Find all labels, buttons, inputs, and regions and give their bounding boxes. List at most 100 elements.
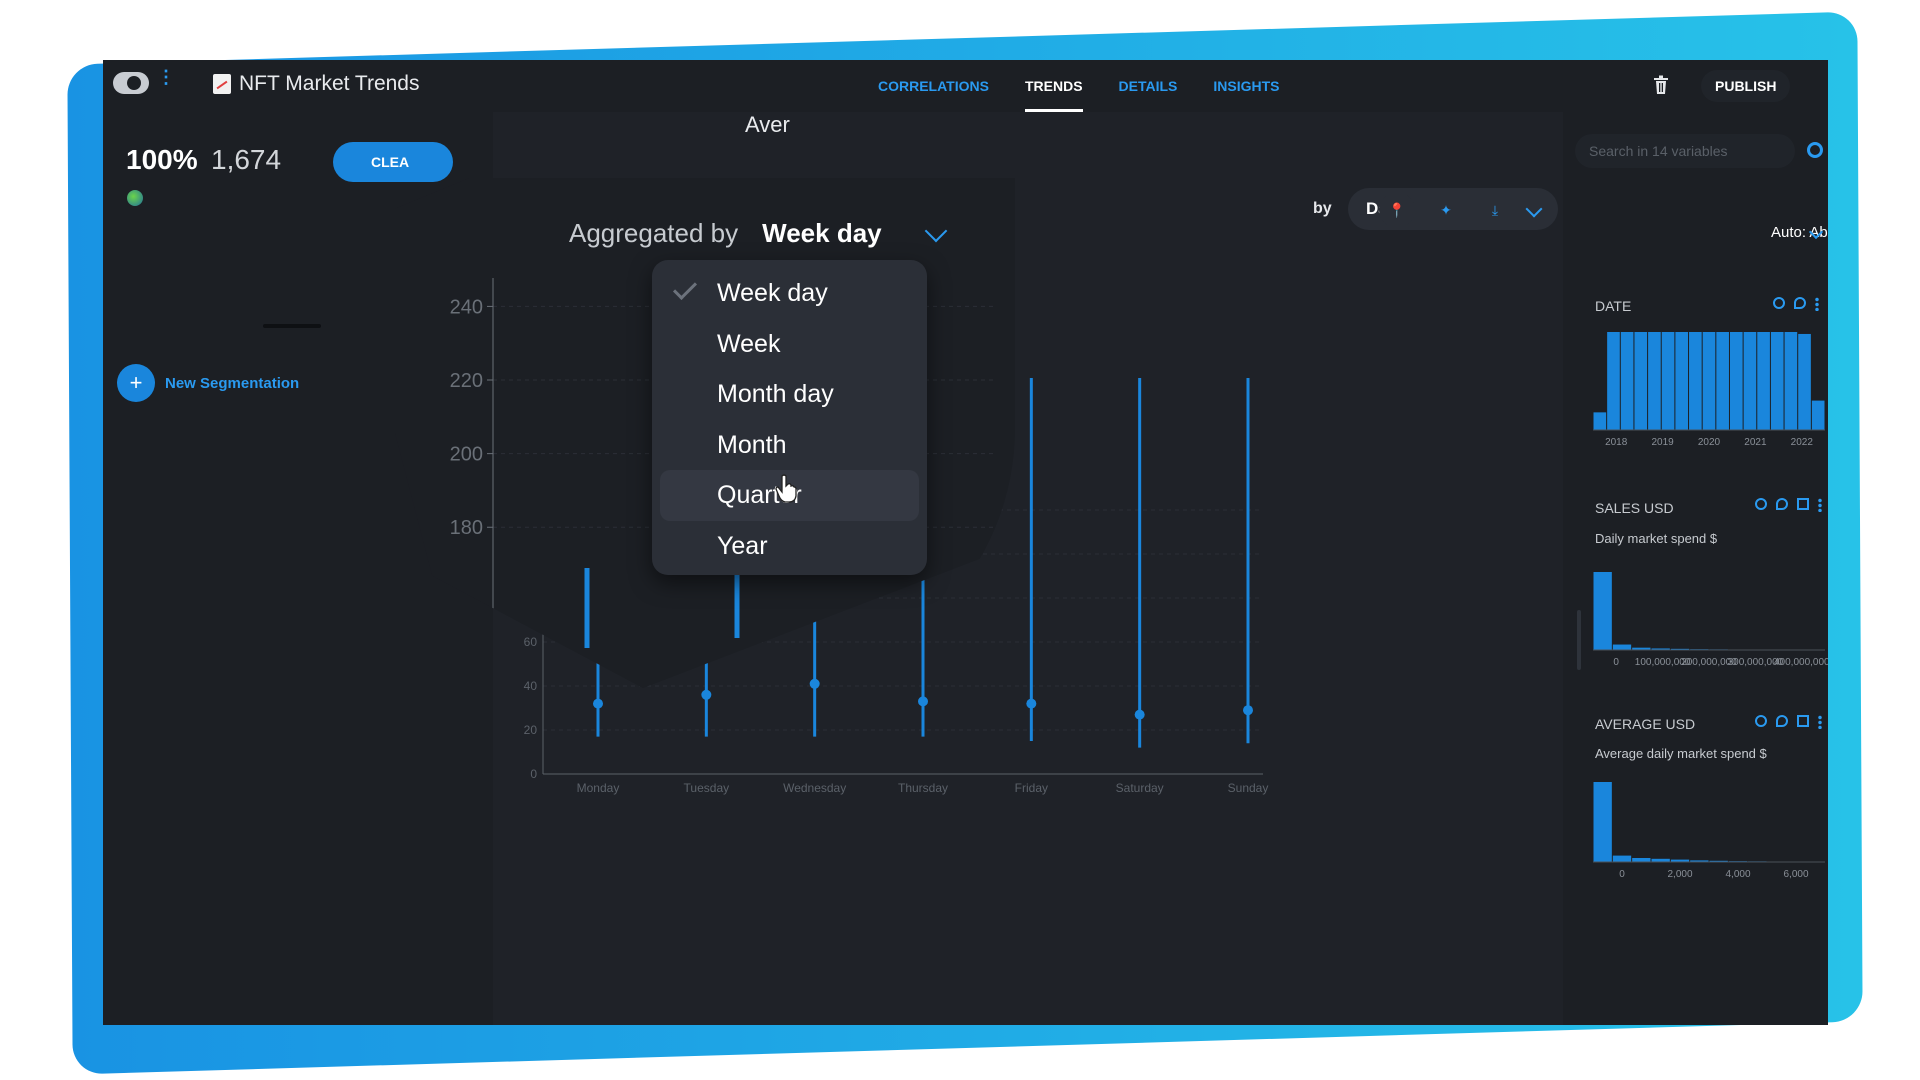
segment-color-dot <box>127 190 143 206</box>
histogram-bar <box>1675 332 1689 430</box>
tab-details[interactable]: DETAILS <box>1118 78 1178 94</box>
pin-icon[interactable]: 📍 <box>1379 192 1415 228</box>
histogram-bar <box>1798 333 1811 430</box>
x-tick-label: Monday <box>577 781 620 795</box>
publish-button[interactable]: PUBLISH <box>1701 70 1791 102</box>
filter-icon[interactable] <box>1773 297 1785 309</box>
new-segmentation-button[interactable]: + New Segmentation <box>117 364 299 402</box>
aggregation-dropdown: Week day Week Month day Month Quarter Ye… <box>652 260 927 575</box>
histogram-tick-label: 300,000,000 <box>1728 657 1784 668</box>
more-menu-icon[interactable] <box>1818 715 1822 729</box>
aggregation-selector[interactable]: Aggregated by Week day <box>569 218 947 249</box>
gear-icon[interactable] <box>1807 142 1823 158</box>
filter-icon[interactable] <box>1755 498 1767 510</box>
mean-point <box>809 678 820 689</box>
tab-correlations[interactable]: CORRELATIONS <box>878 78 989 94</box>
variable-actions-average-usd <box>1755 715 1822 729</box>
histogram-bar <box>1716 332 1729 430</box>
histogram-bar <box>1811 400 1825 430</box>
menu-item-week[interactable]: Week <box>652 319 927 370</box>
download-icon[interactable]: ⤓ <box>1477 192 1513 228</box>
drop-icon[interactable] <box>1794 297 1806 309</box>
chevron-down-icon[interactable] <box>924 219 947 242</box>
variable-title-average-usd: AVERAGE USD <box>1595 716 1696 732</box>
drop-icon[interactable] <box>1776 715 1788 727</box>
trash-icon[interactable] <box>1653 75 1669 95</box>
histogram-bar <box>1770 332 1784 430</box>
plus-icon[interactable]: + <box>117 364 155 402</box>
app-title-group: NFT Market Trends <box>213 72 420 96</box>
histogram-bar <box>1593 412 1607 430</box>
by-label: by <box>1313 200 1332 217</box>
y-tick-label: 200 <box>450 444 483 466</box>
histogram-tick-label: 2,000 <box>1667 869 1692 880</box>
histogram-bar <box>1670 648 1690 650</box>
mean-point <box>593 698 603 709</box>
histogram-bar <box>1690 860 1709 862</box>
more-menu-icon[interactable]: ⋮ <box>157 67 175 87</box>
histogram-bar <box>1634 332 1648 430</box>
x-tick-label: Sunday <box>1228 781 1269 795</box>
variable-title-sales-usd: SALES USD <box>1595 500 1674 516</box>
variable-search-input[interactable]: Search in 14 variables <box>1575 134 1795 168</box>
hourglass-icon[interactable] <box>1797 498 1809 510</box>
histogram-bar <box>1757 332 1770 430</box>
x-tick-label: Tuesday <box>684 781 730 795</box>
x-tick-label: Thursday <box>898 781 948 795</box>
histogram-bar <box>1709 860 1728 862</box>
drop-icon[interactable] <box>1776 498 1788 510</box>
histogram-bar <box>1632 858 1651 862</box>
more-menu-icon[interactable] <box>1818 498 1822 512</box>
view-tabs: CORRELATIONS TRENDS DETAILS INSIGHTS <box>860 60 1298 112</box>
histogram-tick-label: 4,000 <box>1725 869 1750 880</box>
variables-panel: Search in 14 variables Auto: Absolute DA… <box>1563 112 1828 1025</box>
record-count: 1,674 <box>211 144 282 175</box>
mean-point <box>1134 709 1145 720</box>
histogram-tick-label: 2018 <box>1605 437 1628 448</box>
histogram-bar <box>1612 644 1632 650</box>
histogram-bar <box>1651 858 1670 862</box>
histogram-bar <box>1651 648 1670 650</box>
clear-button[interactable]: CLEA <box>333 142 453 182</box>
chevron-down-icon <box>1525 200 1543 218</box>
variable-subtitle-average-usd: Average daily market spend $ <box>1595 746 1767 761</box>
check-icon <box>672 275 698 301</box>
hourglass-icon[interactable] <box>1797 715 1809 727</box>
menu-item-label: Year <box>717 531 768 560</box>
hand-cursor-icon <box>775 474 797 503</box>
menu-item-year[interactable]: Year <box>652 521 927 572</box>
x-tick-label: Friday <box>1015 781 1048 795</box>
x-tick-label: Wednesday <box>783 781 846 795</box>
mean-point <box>918 696 928 707</box>
y-tick-label: 20 <box>524 723 538 737</box>
variable-actions-sales-usd <box>1755 498 1822 512</box>
histogram-bar <box>1620 332 1634 430</box>
menu-item-label: Month <box>717 430 787 459</box>
toggle-icon[interactable] <box>113 72 149 94</box>
aggregated-by-value[interactable]: Week day <box>762 218 882 248</box>
more-menu-icon[interactable] <box>1815 297 1819 311</box>
histogram-bar <box>1670 859 1690 862</box>
histogram-bar <box>1632 647 1651 650</box>
tab-insights[interactable]: INSIGHTS <box>1213 78 1280 94</box>
tab-trends[interactable]: TRENDS <box>1007 60 1101 112</box>
mean-point <box>701 689 712 700</box>
histogram-tick-label: 2020 <box>1698 437 1721 448</box>
histogram-bar <box>1612 855 1632 862</box>
filter-icon[interactable] <box>1755 715 1767 727</box>
app-window: ⋮ NFT Market Trends CORRELATIONS TRENDS … <box>103 60 1828 1025</box>
menu-item-month[interactable]: Month <box>652 420 927 471</box>
resize-handle[interactable] <box>1577 610 1581 670</box>
scale-mode-select[interactable]: Auto: Absolute <box>1771 224 1828 241</box>
menu-item-month-day[interactable]: Month day <box>652 369 927 420</box>
menu-item-week-day[interactable]: Week day <box>652 268 927 319</box>
histogram-bar <box>1702 332 1716 430</box>
variable-title-date: DATE <box>1595 298 1632 314</box>
magic-wand-icon[interactable]: ✦ <box>1428 192 1464 228</box>
new-segmentation-label[interactable]: New Segmentation <box>165 374 300 392</box>
main-label-partial: Aver <box>745 112 790 137</box>
selection-percent: 100% <box>126 144 198 175</box>
histogram-tick-label: 2019 <box>1651 437 1674 448</box>
y-tick-label: 0 <box>530 767 537 781</box>
histogram-bar <box>1729 332 1743 430</box>
